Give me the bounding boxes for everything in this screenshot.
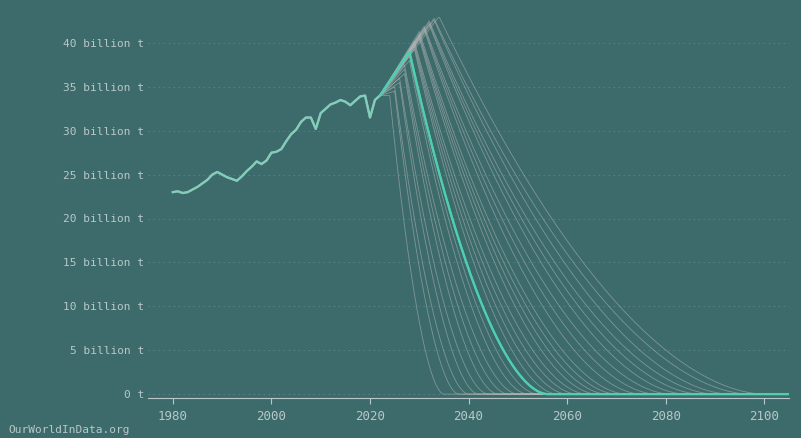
Text: 25 billion t: 25 billion t — [63, 170, 144, 180]
Text: 10 billion t: 10 billion t — [63, 302, 144, 311]
Text: 40 billion t: 40 billion t — [63, 39, 144, 49]
Text: 30 billion t: 30 billion t — [63, 127, 144, 136]
Text: 0 t: 0 t — [124, 389, 144, 399]
Text: 20 billion t: 20 billion t — [63, 214, 144, 224]
Text: 5 billion t: 5 billion t — [70, 346, 144, 355]
Text: OurWorldInData.org: OurWorldInData.org — [8, 424, 130, 434]
Text: 35 billion t: 35 billion t — [63, 83, 144, 92]
Text: 15 billion t: 15 billion t — [63, 258, 144, 268]
